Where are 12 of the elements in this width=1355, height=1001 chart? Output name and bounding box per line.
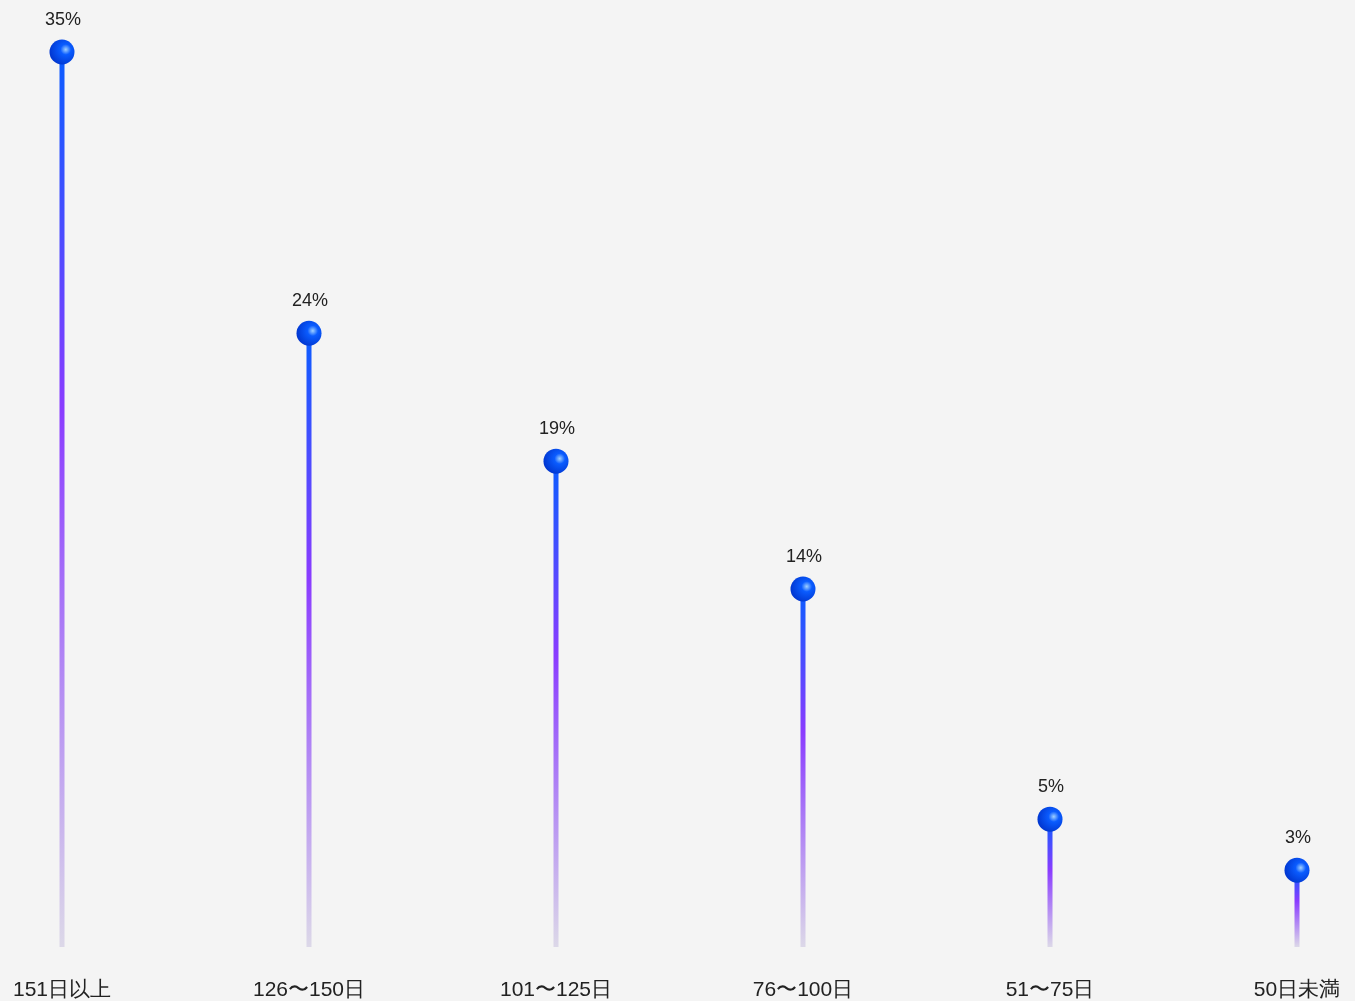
- x-tick-label: 101〜125日: [499, 977, 613, 1000]
- x-tick-label: 51〜75日: [1005, 977, 1095, 1000]
- data-label: 3%: [1284, 827, 1312, 848]
- data-label: 19%: [538, 418, 576, 439]
- data-label: 5%: [1037, 776, 1065, 797]
- x-tick-label: 126〜150日: [252, 977, 366, 1000]
- x-tick-label: 76〜100日: [752, 977, 854, 1000]
- data-label: 14%: [785, 546, 823, 566]
- x-tick-label: 151日以上: [12, 977, 112, 1000]
- x-tick-label: 50日未満: [1253, 977, 1341, 1000]
- data-label: 24%: [291, 290, 329, 311]
- data-label: 35%: [44, 9, 82, 29]
